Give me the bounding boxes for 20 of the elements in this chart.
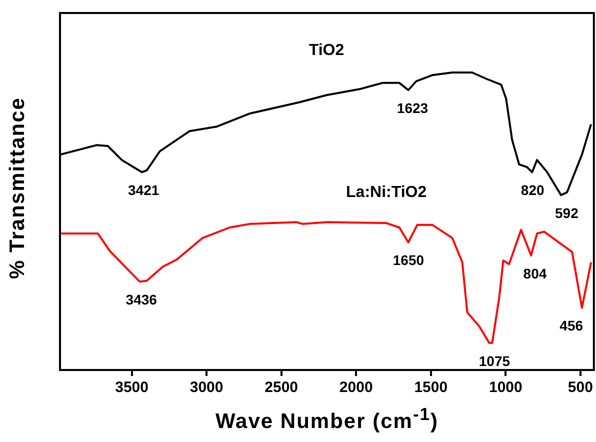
annotation: 3421 [128, 182, 160, 198]
x-tick-label: 2000 [339, 379, 373, 396]
annotation: 592 [555, 204, 579, 221]
x-tick-label: 2500 [264, 379, 298, 396]
series-label: La:Ni:TiO2 [346, 184, 427, 202]
x-tick-label: 3000 [190, 379, 224, 396]
annotation: 1623 [396, 100, 428, 116]
x-tick-label: 1500 [414, 379, 448, 396]
y-axis-title: % Transmittance [6, 96, 30, 281]
annotation: 1650 [392, 252, 424, 268]
text: TiO2 [308, 42, 344, 60]
annotation: 3436 [126, 292, 158, 308]
annotation: 804 [523, 265, 547, 282]
annotation: 1075 [478, 352, 510, 369]
annotation: 456 [560, 318, 584, 334]
x-axis-title: Wave Number (cm$^{-1}$) [214, 404, 440, 434]
x-tick-label: 500 [568, 379, 593, 396]
x-tick-label: 3500 [115, 379, 148, 396]
x-tick-label: 1000 [488, 379, 522, 396]
annotation: 820 [520, 182, 544, 198]
